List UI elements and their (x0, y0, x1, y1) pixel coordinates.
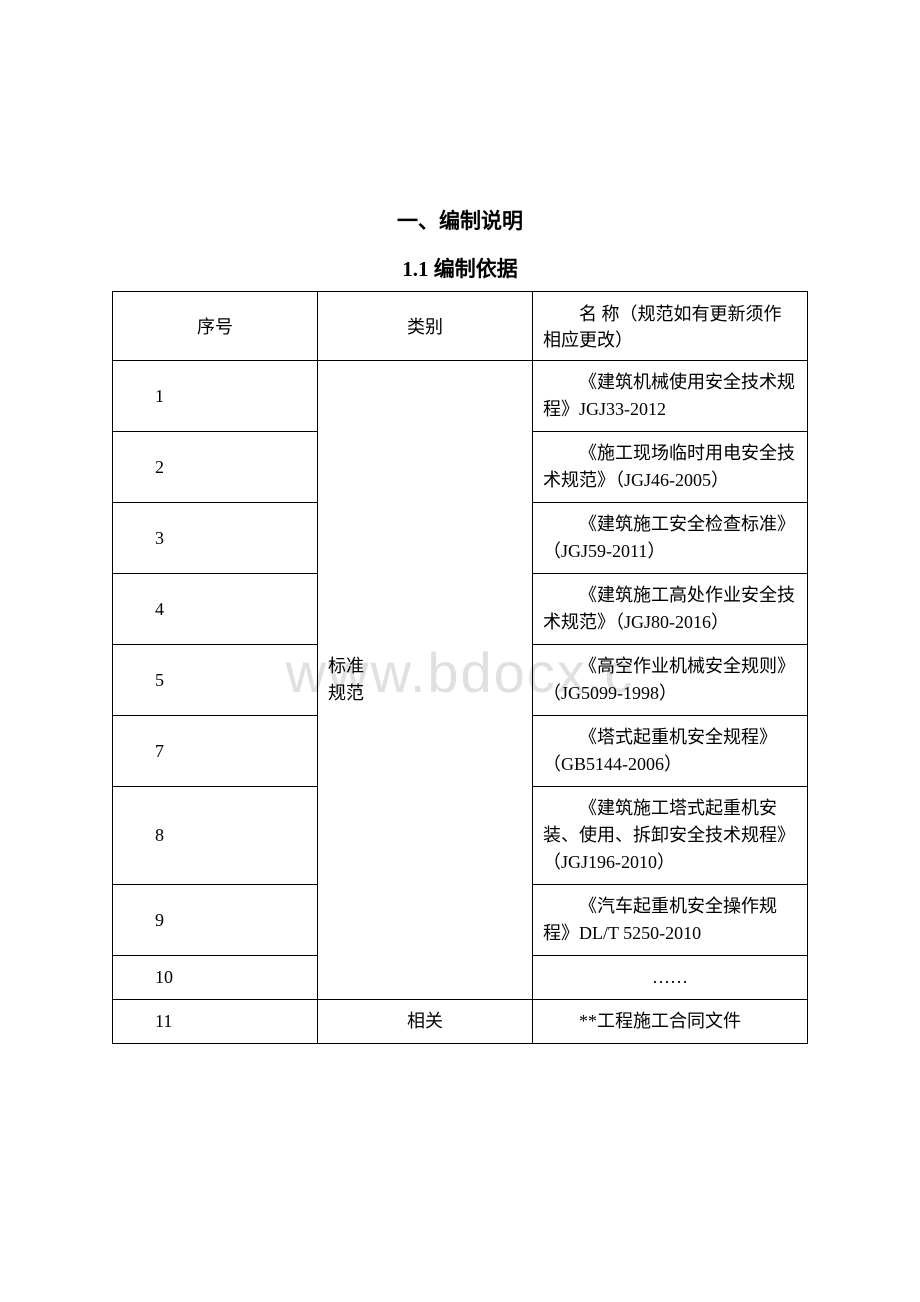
cell-seq: 8 (113, 787, 318, 885)
cell-seq: 5 (113, 645, 318, 716)
sub-title: 1.1 编制依据 (112, 253, 808, 283)
page-content: 一、编制说明 1.1 编制依据 序号 类别 名 称（规范如有更新须作相应更改） … (0, 0, 920, 1044)
cell-name: 《汽车起重机安全操作规程》DL/T 5250-2010 (533, 885, 808, 956)
cell-name: 《建筑机械使用安全技术规程》JGJ33-2012 (533, 361, 808, 432)
cell-category: 相关 (318, 1000, 533, 1044)
cell-name: 《塔式起重机安全规程》（GB5144-2006） (533, 716, 808, 787)
category-line2: 规范 (328, 683, 364, 703)
table-row: 1 标准 规范 《建筑机械使用安全技术规程》JGJ33-2012 (113, 361, 808, 432)
cell-name: 《建筑施工高处作业安全技术规范》（JGJ80-2016） (533, 574, 808, 645)
cell-name: 《高空作业机械安全规则》（JG5099-1998） (533, 645, 808, 716)
main-title: 一、编制说明 (112, 205, 808, 235)
cell-name: …… (533, 956, 808, 1000)
table-header-row: 序号 类别 名 称（规范如有更新须作相应更改） (113, 292, 808, 361)
cell-name: 《建筑施工塔式起重机安装、使用、拆卸安全技术规程》（JGJ196-2010） (533, 787, 808, 885)
cell-seq: 2 (113, 432, 318, 503)
cell-category-merged: 标准 规范 (318, 361, 533, 1000)
header-seq: 序号 (113, 292, 318, 361)
standards-table: 序号 类别 名 称（规范如有更新须作相应更改） 1 标准 规范 《建筑机械使用安… (112, 291, 808, 1044)
header-name: 名 称（规范如有更新须作相应更改） (533, 292, 808, 361)
cell-seq: 11 (113, 1000, 318, 1044)
cell-seq: 9 (113, 885, 318, 956)
cell-seq: 4 (113, 574, 318, 645)
cell-seq: 10 (113, 956, 318, 1000)
cell-name: 《建筑施工安全检查标准》（JGJ59-2011） (533, 503, 808, 574)
cell-seq: 3 (113, 503, 318, 574)
cell-seq: 1 (113, 361, 318, 432)
cell-name: 《施工现场临时用电安全技术规范》（JGJ46-2005） (533, 432, 808, 503)
category-line1: 标准 (328, 656, 364, 676)
header-category: 类别 (318, 292, 533, 361)
cell-seq: 7 (113, 716, 318, 787)
table-row: 11 相关 **工程施工合同文件 (113, 1000, 808, 1044)
cell-name: **工程施工合同文件 (533, 1000, 808, 1044)
